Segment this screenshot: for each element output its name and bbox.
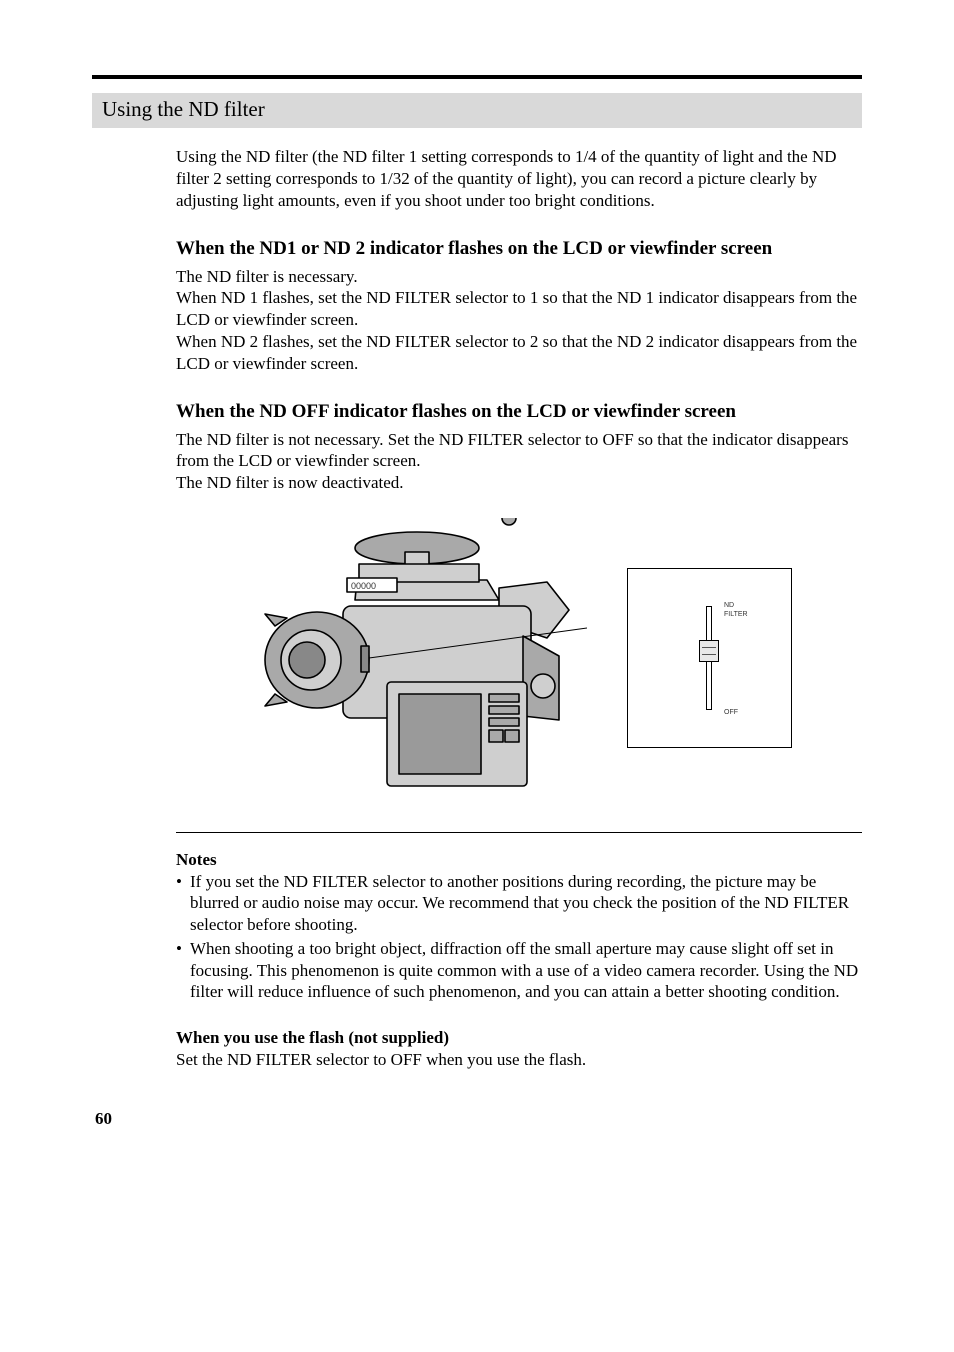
section-1-line-1: The ND filter is necessary.	[176, 266, 862, 288]
intro-paragraph: Using the ND filter (the ND filter 1 set…	[176, 146, 862, 211]
bullet-dot-icon: •	[176, 871, 190, 936]
page-number: 60	[95, 1109, 862, 1129]
note-text-2: When shooting a too bright object, diffr…	[190, 938, 862, 1003]
selector-label-bottom: OFF	[724, 709, 738, 718]
section-2-line-1: The ND filter is not necessary. Set the …	[176, 429, 862, 473]
illustration-row: 00000 ND FILTER OFF	[176, 518, 862, 798]
body-area: Using the ND filter (the ND filter 1 set…	[92, 128, 862, 1071]
selector-knob	[699, 640, 719, 662]
flash-heading: When you use the flash (not supplied)	[176, 1027, 862, 1049]
notes-heading: Notes	[176, 849, 862, 871]
note-bullet-1: • If you set the ND FILTER selector to a…	[176, 871, 862, 936]
bullet-dot-icon: •	[176, 938, 190, 1003]
nd-filter-selector-icon: ND FILTER OFF	[696, 598, 722, 718]
section-2-line-2: The ND filter is now deactivated.	[176, 472, 862, 494]
note-text-1: If you set the ND FILTER selector to ano…	[190, 871, 862, 936]
lcd-counter-text: 00000	[351, 581, 376, 591]
section-heading-2: When the ND OFF indicator flashes on the…	[176, 400, 862, 424]
header-rule	[92, 75, 862, 79]
section-heading-1: When the ND1 or ND 2 indicator flashes o…	[176, 237, 862, 261]
camcorder-icon: 00000	[247, 518, 587, 798]
note-bullet-2: • When shooting a too bright object, dif…	[176, 938, 862, 1003]
selector-label-top: ND FILTER	[724, 602, 748, 620]
section-1-line-2: When ND 1 flashes, set the ND FILTER sel…	[176, 287, 862, 331]
flash-text: Set the ND FILTER selector to OFF when y…	[176, 1049, 862, 1071]
page-title: Using the ND filter	[92, 93, 862, 128]
section-1-line-3: When ND 2 flashes, set the ND FILTER sel…	[176, 331, 862, 375]
nd-selector-detail: ND FILTER OFF	[627, 568, 792, 748]
section-divider	[176, 832, 862, 833]
page-container: Using the ND filter Using the ND filter …	[0, 0, 954, 1189]
